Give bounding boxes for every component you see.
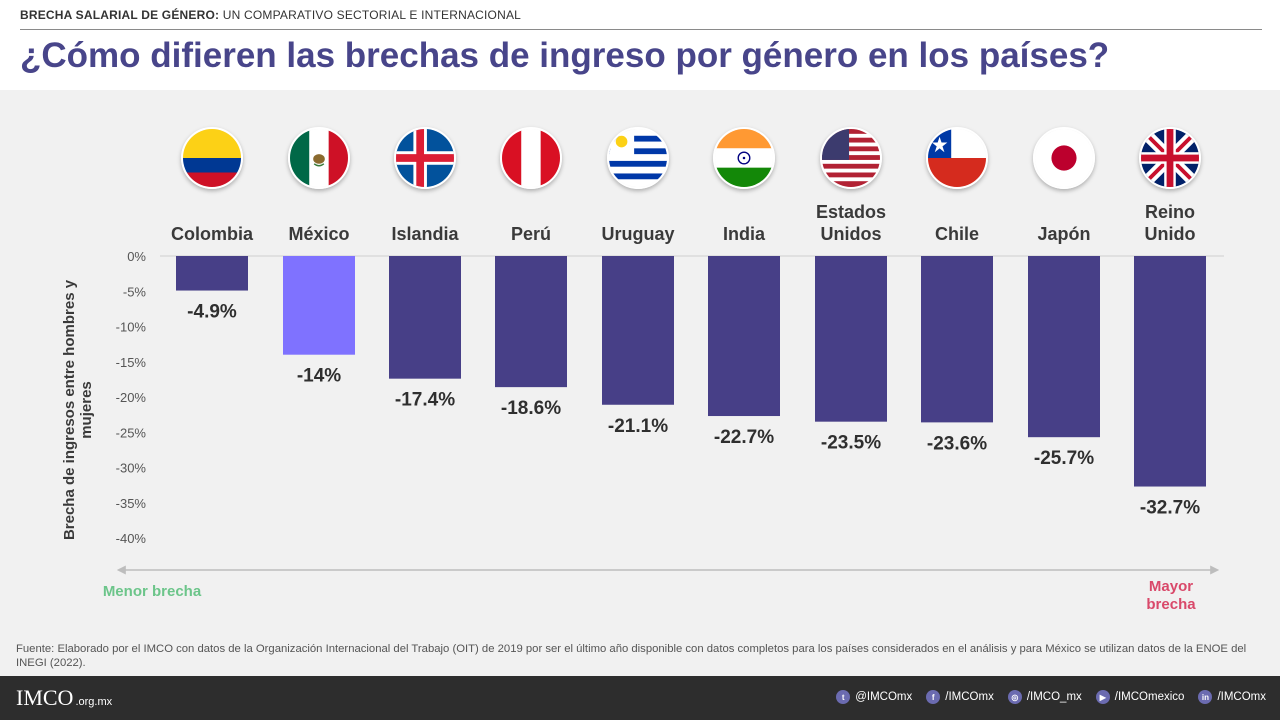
country-label-line: México <box>288 224 350 244</box>
bar-9 <box>1134 256 1206 487</box>
chile-flag-icon <box>926 127 988 189</box>
country-label-line: Unido <box>1144 224 1196 244</box>
data-label: -18.6% <box>501 398 561 419</box>
peru-flag-icon <box>500 127 562 189</box>
data-label: -32.7% <box>1140 498 1200 519</box>
country-label-line: Colombia <box>170 224 253 244</box>
uruguay-flag-icon <box>607 127 669 189</box>
y-tick-label: -35% <box>116 496 147 511</box>
data-label: -17.4% <box>395 390 455 411</box>
social-link[interactable]: in/IMCOmx <box>1198 690 1266 704</box>
instagram-icon: ◎ <box>1007 690 1022 704</box>
social-links: t @IMCOmx f/IMCOmx ◎/IMCO_mx ▶/IMCOmexico in /… <box>836 690 1266 704</box>
y-tick-label: -15% <box>116 355 147 370</box>
japan-flag-icon <box>1033 127 1095 189</box>
country-label-line: Unidos <box>820 224 882 244</box>
bar-8 <box>1028 256 1100 438</box>
kicker: BRECHA SALARIAL DE GÉNERO: UN COMPARATIV… <box>20 8 521 22</box>
data-label: -23.5% <box>821 433 881 454</box>
country-label: Estados Unidos <box>796 201 906 245</box>
data-label: -25.7% <box>1034 448 1094 469</box>
y-tick-label: -10% <box>116 320 147 335</box>
country-label: Colombia <box>157 223 267 245</box>
country-label: Perú <box>476 223 586 245</box>
bar-3 <box>495 256 567 388</box>
country-label: Uruguay <box>583 223 693 245</box>
data-labels: -4.9% -14% -17.4% -18.6% -21.1% -22.7% -23.5% -… <box>187 302 1200 519</box>
header-divider <box>20 29 1262 30</box>
uk-flag-icon <box>1139 127 1201 189</box>
country-label: Islandia <box>370 223 480 245</box>
data-label: -23.6% <box>927 433 987 454</box>
country-label-line: India <box>722 224 765 244</box>
source-note: Fuente: Elaborado por el IMCO con datos … <box>16 643 1247 669</box>
country-label-line: Reino <box>1144 202 1195 222</box>
social-label: /IMCO_mx <box>1026 691 1082 703</box>
y-tick-label: -20% <box>116 390 147 405</box>
imco-logo[interactable]: IMCO .org.mx <box>16 685 112 711</box>
bars <box>176 256 1206 487</box>
country-label: Reino Unido <box>1115 201 1225 245</box>
social-link[interactable]: ▶ /IMCOmexico <box>1095 690 1185 704</box>
country-label-line: Chile <box>934 224 979 244</box>
footer: IMCO .org.mx t @IMCOmx f/IMCOmx ◎ /IMCO_mx ▶ /I… <box>0 676 1280 720</box>
country-label: Japón <box>1009 223 1119 245</box>
y-axis-label: Brecha de ingresos entre hombres y mujer… <box>61 279 95 541</box>
bar-2 <box>389 256 461 379</box>
linkedin-icon: in <box>1198 690 1213 704</box>
facebook-icon: f <box>926 690 941 704</box>
social-label: @IMCOmx <box>855 691 913 703</box>
social-label: /IMCOmx <box>945 691 994 703</box>
logo-text: IMCO <box>16 685 74 710</box>
country-label-line: Perú <box>510 224 552 244</box>
social-label: /IMCOmx <box>1217 691 1266 703</box>
kicker-bold: BRECHA SALARIAL DE GÉNERO: <box>20 8 220 22</box>
country-label-line: Uruguay <box>601 224 675 244</box>
kicker-rest: UN COMPARATIVO SECTORIAL E INTERNACIONAL <box>219 8 522 22</box>
mayor-brecha-label: Mayor brecha <box>1146 578 1196 613</box>
y-tick-label: -30% <box>116 461 147 476</box>
bar-7 <box>921 256 993 423</box>
twitter-icon: t <box>836 690 851 704</box>
social-link[interactable]: t @IMCOmx <box>836 690 912 704</box>
bar-6 <box>815 256 887 422</box>
y-tick-label: -40% <box>116 531 147 546</box>
logo-domain: .org.mx <box>75 696 113 708</box>
colombia-flag-icon <box>181 127 243 189</box>
bar-chart: 0%-5%-10%-15%-20%-25%-30%-35%-40% -4.9%-… <box>116 249 1224 575</box>
y-tick-label: -25% <box>116 425 147 440</box>
bar-0 <box>176 256 248 291</box>
usa-flag-icon <box>820 127 882 189</box>
country-label-line: Estados <box>815 202 887 222</box>
social-label: /IMCOmexico <box>1114 691 1185 703</box>
data-label: -14% <box>297 366 341 387</box>
bar-4 <box>602 256 674 405</box>
bar-5 <box>708 256 780 417</box>
data-label: -22.7% <box>714 427 774 448</box>
bar-1 <box>283 256 355 355</box>
social-link[interactable]: ◎ /IMCO_mx <box>1007 690 1082 704</box>
y-axis: 0% -5% -10% -15% -20% -25% -30% -35% -40% <box>116 249 147 546</box>
data-label: -21.1% <box>608 416 668 437</box>
y-tick-label: 0% <box>127 249 146 264</box>
social-link[interactable]: f/IMCOmx <box>926 690 994 704</box>
iceland-flag-icon <box>394 127 456 189</box>
page-title: ¿Cómo difieren las brechas de ingreso po… <box>20 36 1110 75</box>
india-flag-icon <box>713 127 775 189</box>
menor-brecha-label: Menor brecha <box>102 583 202 600</box>
country-label-line: Islandia <box>391 224 459 244</box>
data-label: -4.9% <box>187 302 237 323</box>
youtube-icon: ▶ <box>1095 690 1110 704</box>
country-label: México <box>264 223 374 245</box>
mexico-flag-icon <box>288 127 350 189</box>
y-tick-label: -5% <box>123 284 147 299</box>
header: BRECHA SALARIAL DE GÉNERO: UN COMPARATIV… <box>0 0 1280 90</box>
country-label: India <box>689 223 799 245</box>
country-label: Chile <box>902 223 1012 245</box>
country-label-line: Japón <box>1037 224 1091 244</box>
